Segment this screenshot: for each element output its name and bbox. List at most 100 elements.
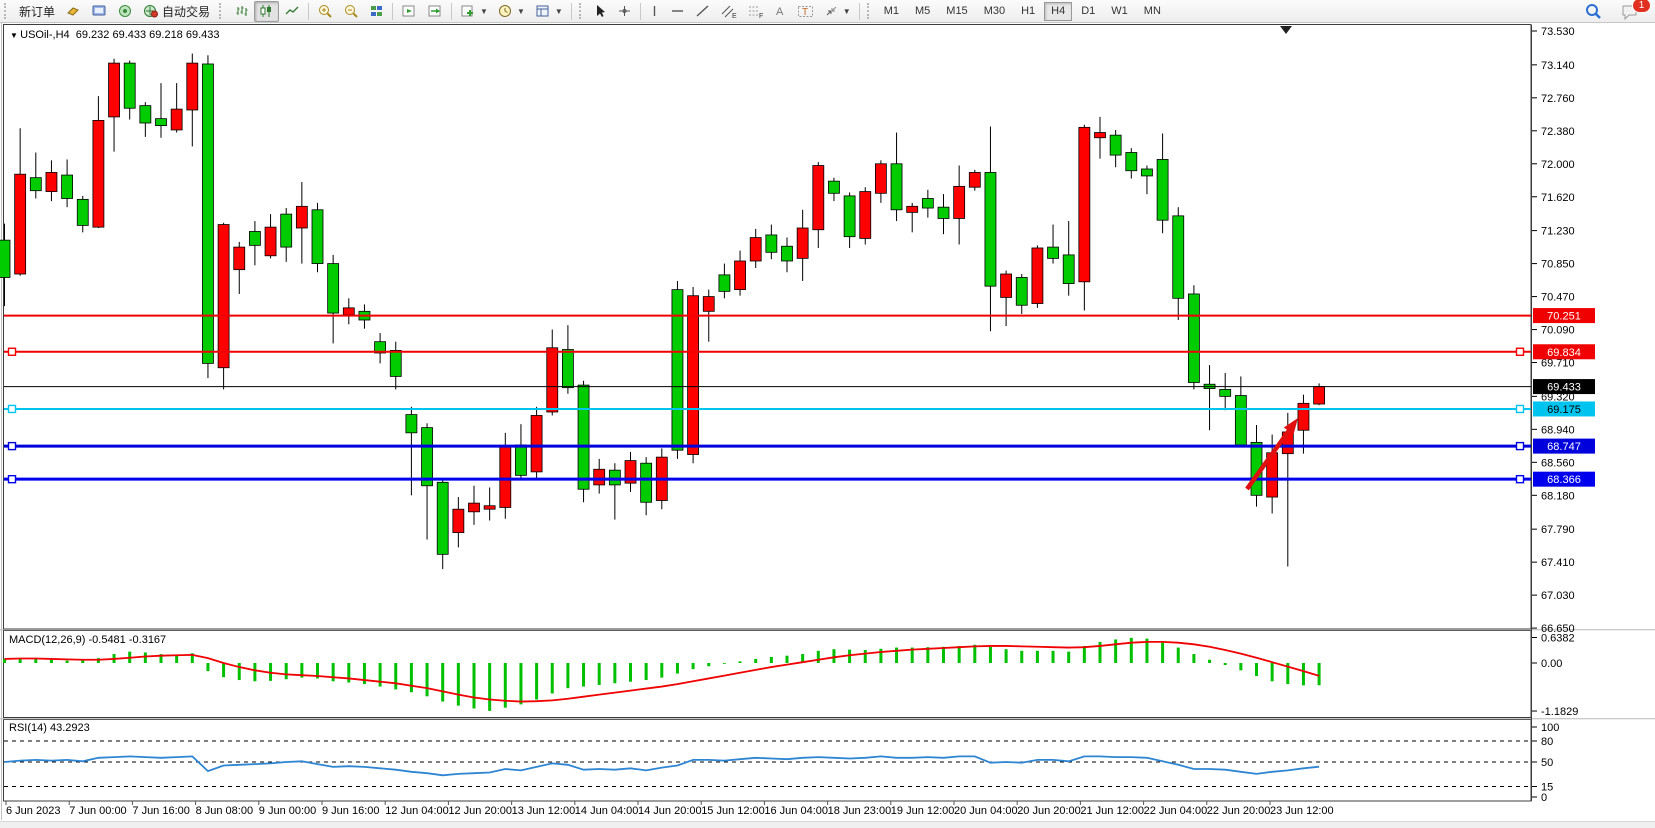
templates-button[interactable]: ▼ (530, 1, 568, 22)
hline-69.834-badge (1533, 344, 1595, 360)
candle (14, 128, 27, 276)
candle (280, 208, 293, 262)
text-tool-icon[interactable]: A (769, 1, 792, 22)
fibonacci-tool-icon[interactable]: F (742, 1, 769, 22)
main-chart-panel (3, 24, 1532, 630)
candle (468, 485, 480, 525)
cursor-tool-icon[interactable] (589, 1, 612, 22)
separator (451, 2, 453, 20)
candlestick-chart-type-icon[interactable] (254, 0, 280, 22)
time-tick-label: 21 Jun 12:00 (1080, 805, 1144, 817)
new-chart-button[interactable]: ▼ (455, 1, 493, 22)
text-label-tool-icon[interactable]: T (792, 1, 819, 22)
hline-69.834-badge-label: 69.834 (1547, 347, 1581, 359)
hline-handle[interactable] (1515, 474, 1525, 484)
candle (421, 423, 433, 540)
rsi-line (4, 755, 1320, 777)
new-order-button[interactable]: 新订单 (14, 1, 60, 22)
tf-button-M5[interactable]: M5 (915, 5, 931, 17)
tf-button-M1[interactable]: M1 (883, 5, 899, 17)
periods-button[interactable]: ▼ (493, 1, 530, 22)
tf-button-W1[interactable]: W1 (1111, 5, 1128, 17)
order-book-icon[interactable] (60, 1, 86, 22)
rsi-panel (3, 719, 1532, 802)
time-tick-label: 18 Jun 23:00 (828, 805, 892, 817)
tf-button-M30[interactable]: M30 (983, 5, 1006, 17)
arrows-tool-button[interactable]: ▼ (819, 1, 856, 22)
separator (570, 2, 572, 20)
signals-icon[interactable] (112, 1, 138, 22)
price-tick-label: 70.090 (1541, 325, 1575, 337)
symbol-dropdown-icon: ▼ (10, 31, 21, 40)
trendline-tool-icon[interactable] (690, 1, 715, 22)
candle (781, 237, 793, 273)
autotrading-button[interactable]: 自动交易 (138, 1, 215, 22)
vertical-line-tool-icon[interactable] (644, 1, 665, 22)
market-watch-icon[interactable] (86, 1, 112, 22)
chart-title[interactable]: ▼ USOil-,H4 69.232 69.433 69.218 69.433 (10, 29, 220, 41)
zoom-out-icon[interactable] (338, 1, 364, 22)
hline-68.366-badge-label: 68.366 (1547, 474, 1581, 486)
price-tick-label: 70.850 (1541, 259, 1575, 271)
macd-tick-label: -1.1829 (1541, 706, 1578, 718)
candle (389, 341, 402, 390)
auto-scroll-icon[interactable] (396, 1, 422, 22)
time-tick-label: 9 Jun 00:00 (259, 805, 317, 817)
hline-handle[interactable] (1515, 347, 1525, 356)
trend-arrow-annotation[interactable] (1245, 429, 1291, 491)
candle (139, 102, 152, 137)
hline-handle[interactable] (7, 474, 17, 484)
price-tick-label: 67.030 (1541, 590, 1575, 602)
svg-text:F: F (759, 13, 763, 19)
candle (749, 228, 762, 268)
candle (202, 55, 214, 379)
time-tick-label: 22 Jun 04:00 (1144, 805, 1208, 817)
hline-handle[interactable] (7, 441, 17, 451)
bar-chart-type-icon[interactable] (229, 1, 254, 22)
time-tick-label: 22 Jun 20:00 (1207, 805, 1271, 817)
hline-handle[interactable] (1515, 404, 1525, 414)
line-chart-type-icon[interactable] (279, 1, 305, 22)
tf-button-MN[interactable]: MN (1143, 5, 1161, 17)
candle (1125, 148, 1138, 179)
chart-shift-marker-icon[interactable] (1280, 26, 1292, 34)
candle (1297, 394, 1310, 454)
candle (1188, 285, 1200, 390)
tf-button-D1[interactable]: D1 (1081, 5, 1096, 17)
time-tick-label: 15 Jun 12:00 (701, 805, 765, 817)
candle (1000, 270, 1012, 327)
price-tick-label: 73.530 (1541, 26, 1575, 38)
candle (1078, 124, 1091, 311)
candle (953, 165, 966, 245)
chart-shift-icon[interactable] (422, 1, 448, 22)
rsi-indicator-label: RSI(14) 43.2923 (9, 722, 90, 734)
candle (1094, 116, 1106, 159)
candle (593, 458, 606, 494)
price-tick-label: 72.000 (1541, 159, 1575, 171)
tf-button-H4[interactable]: H4 (1044, 1, 1073, 21)
crosshair-tool-icon[interactable] (612, 1, 637, 22)
hline-handle[interactable] (7, 347, 17, 356)
tf-button-H1[interactable]: H1 (1021, 5, 1036, 17)
hline-68.747-badge-label: 68.747 (1547, 441, 1581, 453)
chat-icon[interactable]: 1 (1615, 0, 1651, 22)
candle (671, 280, 684, 459)
svg-text:E: E (732, 13, 737, 19)
trend-arrow-head (1283, 418, 1298, 435)
candle (687, 287, 699, 464)
autotrading-label: 自动交易 (162, 4, 211, 19)
equidistant-channel-tool-icon[interactable]: E (715, 1, 742, 22)
hline-handle[interactable] (7, 404, 17, 414)
candle (92, 96, 105, 229)
zoom-in-icon[interactable] (312, 1, 338, 22)
tile-windows-icon[interactable] (364, 1, 389, 22)
candle (608, 463, 621, 520)
horizontal-line-tool-icon[interactable] (665, 1, 690, 22)
time-tick-label: 14 Jun 04:00 (575, 805, 639, 817)
search-icon[interactable] (1579, 1, 1607, 22)
time-tick-label: 20 Jun 04:00 (954, 805, 1018, 817)
candle (765, 224, 778, 260)
hline-handle[interactable] (1515, 441, 1525, 451)
tf-button-M15[interactable]: M15 (946, 5, 968, 17)
toolbar-grip (578, 3, 586, 19)
